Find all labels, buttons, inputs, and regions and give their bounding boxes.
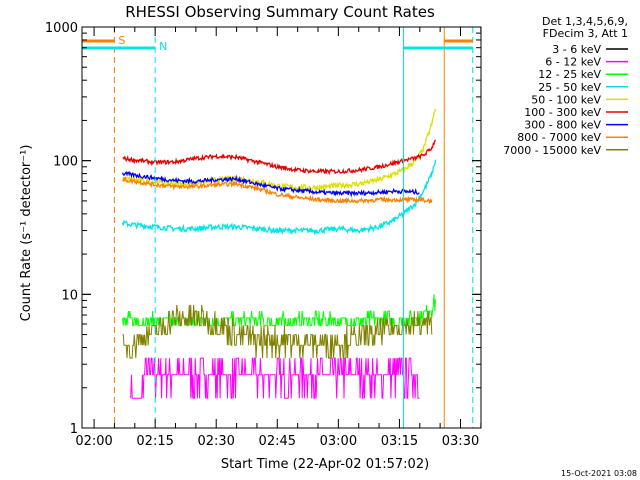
series-line-4 [121,159,437,236]
legend-header-line: FDecim 3, Att 1 [543,27,628,40]
y-tick-label: 1000 [45,21,78,36]
plot-frame [81,26,482,429]
series-line-8 [122,176,433,205]
legend-header-line: Det 1,3,4,5,6,9, [542,15,628,28]
chart-title: RHESSI Observing Summary Count Rates [125,3,435,21]
series-layer [121,108,437,399]
x-axis-label: Start Time (22-Apr-02 01:57:02) [221,457,429,472]
x-tick-label: 02:45 [259,434,296,449]
series-line-7 [121,170,420,198]
series-line-2 [130,357,420,399]
generation-date: 15-Oct-2021 03:08 [561,469,637,478]
marker-label-s: S [118,34,125,47]
legend-entry-label: 25 - 50 keV [538,81,601,94]
series-line-6 [122,139,437,176]
legend-entry-label: 6 - 12 keV [545,56,601,69]
axis-layer: 1 10 100 1000 02:00 02:15 02:30 02:45 03:00 03:15… [45,21,482,449]
series-line-9 [122,304,433,359]
series-line-5 [122,108,437,193]
y-tick-label: 10 [61,288,78,303]
legend-entry-label: 12 - 25 keV [538,68,601,81]
legend-entry-label: 50 - 100 keV [531,93,601,106]
y-tick-label: 1 [70,422,78,437]
legend-entry-label: 300 - 800 keV [524,119,601,132]
x-tick-label: 03:00 [320,434,357,449]
x-tick-label: 02:30 [197,434,234,449]
legend-entry-label: 7000 - 15000 keV [503,144,601,157]
x-tick-label: 02:15 [136,434,173,449]
marker-label-n: N [159,40,167,53]
y-axis-label: Count Rate (s⁻¹ detector⁻¹) [19,145,34,322]
y-tick-label: 100 [53,155,78,170]
x-tick-label: 03:30 [442,434,479,449]
x-tick-label: 02:00 [75,434,112,449]
legend-entry-label: 100 - 300 keV [524,106,601,119]
legend: Det 1,3,4,5,6,9,FDecim 3, Att 1 3 - 6 keV… [503,15,628,157]
legend-entry-label: 3 - 6 keV [552,43,601,56]
x-tick-label: 03:15 [381,434,418,449]
legend-entry-label: 800 - 7000 keV [517,131,601,144]
